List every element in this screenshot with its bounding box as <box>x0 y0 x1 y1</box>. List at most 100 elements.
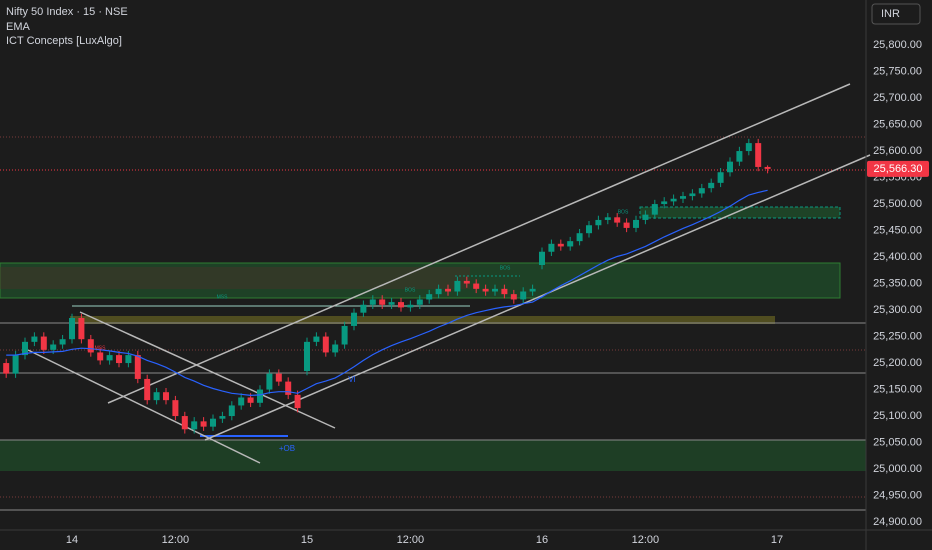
x-tick-label: 15 <box>301 534 313 546</box>
candle-body <box>379 299 386 305</box>
candle-body <box>567 241 574 247</box>
candle-body <box>191 421 198 430</box>
y-tick-label: 25,450.00 <box>873 224 922 236</box>
candle-body <box>680 196 686 199</box>
candle-body <box>153 392 160 401</box>
y-tick-label: 25,250.00 <box>873 330 922 342</box>
y-tick-label: 25,800.00 <box>873 39 922 51</box>
candle-body <box>661 201 668 205</box>
candle-body <box>520 291 527 300</box>
candle-body <box>238 397 245 406</box>
x-tick-label: 16 <box>536 534 548 546</box>
candle-body <box>332 344 339 353</box>
candle-body <box>78 318 85 340</box>
x-tick-label: 12:00 <box>632 534 660 546</box>
last-price-tag <box>867 160 929 177</box>
candle-body <box>285 381 292 395</box>
bear-zone <box>0 267 470 289</box>
candle-body <box>294 394 301 409</box>
y-tick-label: 24,900.00 <box>873 516 922 528</box>
candle-body <box>125 355 132 364</box>
candle-body <box>510 294 517 300</box>
candle-body <box>473 283 480 289</box>
annotation: MSS <box>217 294 229 300</box>
candle-body <box>454 280 461 292</box>
indicator-label: EMA <box>6 21 31 33</box>
candle-body <box>651 204 658 215</box>
candle-body <box>745 143 752 152</box>
candle-body <box>144 378 151 401</box>
candle-body <box>59 339 66 345</box>
y-tick-label: 25,100.00 <box>873 410 922 422</box>
candle-body <box>755 143 762 167</box>
candle-body <box>482 288 489 292</box>
candle-body <box>219 416 226 419</box>
currency-button[interactable] <box>871 3 921 25</box>
yellow-zone <box>70 316 775 324</box>
candle-body <box>69 318 75 340</box>
x-tick-label: 12:00 <box>162 534 190 546</box>
last-price-label: 25,566.30 <box>874 163 923 175</box>
candle-body <box>31 336 38 342</box>
candle-body <box>595 219 602 226</box>
channel-line <box>204 154 871 441</box>
candle-body <box>172 400 179 417</box>
candle-body <box>40 336 47 350</box>
y-tick-label: 25,750.00 <box>873 65 922 77</box>
y-tick-label: 25,600.00 <box>873 145 922 157</box>
candle-body <box>698 188 705 194</box>
y-tick-label: 25,400.00 <box>873 251 922 263</box>
annotation: BOS <box>405 287 416 293</box>
candle-body <box>398 302 404 308</box>
ob-zone <box>0 440 866 471</box>
candle-body <box>670 198 677 202</box>
x-tick-label: 12:00 <box>397 534 425 546</box>
ema-line <box>6 189 768 397</box>
currency-label[interactable]: INR <box>881 8 900 20</box>
candle-body <box>22 341 28 356</box>
candle-body <box>341 325 348 345</box>
candle-body <box>369 299 376 305</box>
candle-body <box>87 339 94 353</box>
y-tick-label: 25,700.00 <box>873 92 922 104</box>
candle-body <box>351 312 357 326</box>
candle-body <box>210 418 216 427</box>
candle-body <box>717 172 724 183</box>
y-tick-label: 25,050.00 <box>873 436 922 448</box>
candle-body <box>12 355 19 374</box>
candle-body <box>116 355 122 364</box>
candle-body <box>435 288 442 295</box>
y-tick-label: 25,150.00 <box>873 383 922 395</box>
candle-body <box>604 217 611 220</box>
candle-body <box>247 397 254 403</box>
ict-overlays <box>0 83 871 511</box>
y-tick-label: 24,950.00 <box>873 489 922 501</box>
annotation: BOS <box>618 209 629 215</box>
candle-body <box>689 193 696 197</box>
candle-body <box>426 294 433 300</box>
y-tick-label: 25,500.00 <box>873 198 922 210</box>
y-tick-label: 25,300.00 <box>873 304 922 316</box>
candle-body <box>642 214 649 220</box>
channel-line <box>107 83 851 404</box>
candle-body <box>313 336 320 342</box>
candle-body <box>163 392 169 401</box>
indicator-label: ICT Concepts [LuxAlgo] <box>6 35 122 47</box>
candle-body <box>360 304 367 313</box>
channel-line <box>27 349 261 464</box>
candle-body <box>407 304 414 308</box>
candle-body <box>3 363 10 374</box>
candle-body <box>416 299 423 305</box>
candle-body <box>576 233 583 242</box>
candle-body <box>181 416 188 430</box>
candle-body <box>586 225 592 234</box>
y-tick-label: 25,000.00 <box>873 463 922 475</box>
candle-body <box>50 344 57 350</box>
candle-body <box>736 151 743 162</box>
candle-body <box>445 288 451 292</box>
chart-title: Nifty 50 Index · 15 · NSE <box>6 6 128 18</box>
candle-body <box>529 288 536 292</box>
candle-body <box>557 243 564 247</box>
candle-body <box>97 352 104 361</box>
y-tick-label: 25,200.00 <box>873 357 922 369</box>
